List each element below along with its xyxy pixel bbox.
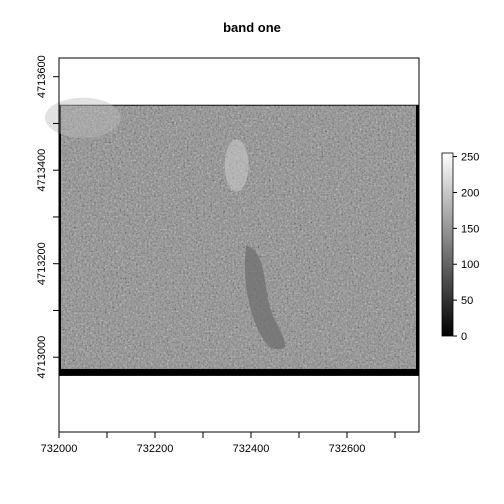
y-tick-label: 4713600 [36,55,48,98]
x-tick-label: 732400 [233,443,270,455]
y-tick-label: 4713000 [36,336,48,379]
y-tick-label: 4713400 [36,149,48,192]
y-tick-label: 4713200 [36,242,48,285]
colorbar-tick-label: 150 [461,223,479,235]
colorbar-tick-label: 50 [461,295,473,307]
y-axis: 4713000 4713200 4713400 4713600 [36,55,60,379]
colorbar-tick-label: 250 [461,152,479,164]
colorbar-tick-label: 100 [461,259,479,271]
raster-dark-channel [244,245,286,350]
chart-title: band one [223,20,281,35]
colorbar [441,152,454,337]
x-tick-label: 732600 [329,443,366,455]
x-tick-label: 732000 [41,443,78,455]
raster-bright-patch [45,97,121,138]
x-axis: 732000 732200 732400 732600 [41,431,396,455]
raster-bright-streak [224,139,249,192]
x-tick-label: 732200 [137,443,174,455]
raster-image [45,97,419,376]
colorbar-tick-label: 200 [461,187,479,199]
colorbar-tick-label: 0 [461,331,467,343]
colorbar-axis: 0 50 100 150 200 250 [453,152,479,343]
